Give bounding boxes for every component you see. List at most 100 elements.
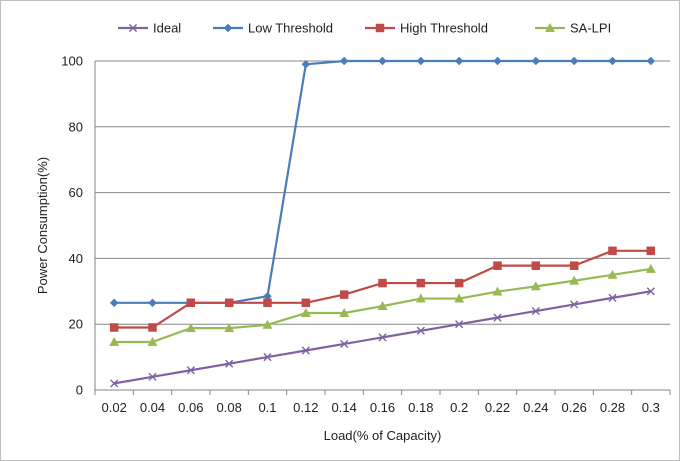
data-point [186, 298, 196, 308]
legend-marker [223, 23, 233, 33]
x-tick-label: 0.14 [332, 400, 357, 415]
x-tick-label: 0.24 [523, 400, 548, 415]
y-tick-label: 100 [61, 54, 83, 69]
data-point [340, 339, 349, 349]
data-point [570, 300, 579, 309]
series-layer [109, 56, 656, 388]
data-point [608, 56, 617, 66]
data-point [646, 56, 656, 66]
x-tick-label: 0.22 [485, 400, 510, 415]
data-point [493, 261, 502, 270]
data-point [148, 298, 157, 308]
series-sa-lpi [109, 263, 656, 346]
data-point [339, 307, 350, 317]
legend-item: High Threshold [365, 21, 488, 36]
x-tick-label: 0.16 [370, 400, 395, 415]
data-point [263, 298, 272, 308]
data-point [147, 336, 158, 346]
y-tick-label: 80 [69, 119, 83, 134]
data-point [416, 278, 426, 288]
x-tick-label: 0.04 [140, 400, 165, 415]
data-point [263, 353, 272, 362]
data-point [301, 59, 311, 69]
legend-marker [375, 23, 385, 33]
series-ideal [110, 287, 655, 388]
data-point [378, 333, 387, 342]
data-point [416, 326, 425, 335]
x-tick-label: 0.26 [562, 400, 587, 415]
data-point [224, 298, 234, 308]
data-point [415, 293, 426, 303]
data-point [608, 246, 617, 256]
data-point [225, 359, 234, 368]
legend: Ideal Low Threshold High Threshold SA-LPI [118, 21, 611, 36]
x-tick-label: 0.18 [408, 400, 433, 415]
legend-item: Ideal [118, 21, 181, 36]
data-point [645, 263, 656, 273]
data-point [454, 56, 464, 66]
y-tick-label: 0 [76, 383, 83, 398]
legend-label: High Threshold [400, 21, 488, 36]
x-tick-label: 0.06 [178, 400, 203, 415]
y-tick-label: 20 [69, 317, 83, 332]
legend-label: SA-LPI [570, 21, 611, 36]
axes: 0 20 40 60 80 100 0.02 0.04 0.06 0.08 0.1 0.12 0.14 0… [61, 54, 671, 415]
x-tick-label: 0.28 [600, 400, 625, 415]
legend-item: Low Threshold [213, 21, 333, 36]
x-tick-label: 0.3 [642, 400, 660, 415]
data-point [377, 300, 388, 311]
x-tick-label: 0.12 [293, 400, 318, 415]
data-point [454, 293, 465, 303]
data-point [300, 307, 311, 317]
data-point [148, 323, 157, 332]
legend-item: SA-LPI [535, 21, 611, 36]
data-point [531, 56, 541, 66]
data-point [492, 286, 503, 296]
data-point [530, 281, 541, 291]
data-point [339, 56, 349, 66]
data-point [454, 278, 464, 288]
data-point [109, 298, 119, 308]
data-point [569, 275, 580, 285]
x-tick-label: 0.2 [450, 400, 468, 415]
data-point [531, 261, 541, 270]
series-high-threshold [109, 246, 656, 332]
y-axis-title: Power Consumption(%) [35, 157, 50, 294]
data-point [224, 323, 235, 333]
data-point [531, 306, 540, 316]
data-point [185, 323, 196, 333]
data-point [262, 319, 273, 329]
x-tick-label: 0.08 [217, 400, 242, 415]
data-point [301, 346, 310, 355]
data-point [378, 278, 387, 288]
data-point [493, 313, 502, 322]
data-point [493, 56, 502, 66]
legend-marker [544, 22, 556, 32]
data-point [109, 323, 119, 332]
legend-marker [128, 23, 138, 33]
data-point [608, 293, 617, 302]
data-point [569, 261, 579, 270]
y-tick-label: 40 [69, 251, 83, 266]
data-point [186, 366, 195, 375]
legend-label: Ideal [153, 21, 181, 36]
legend-label: Low Threshold [248, 21, 333, 36]
data-point [110, 379, 119, 388]
data-point [607, 269, 618, 279]
data-point [109, 336, 120, 346]
data-point [339, 290, 349, 299]
data-point [646, 246, 656, 256]
data-point [301, 298, 311, 308]
data-point [455, 320, 464, 329]
x-tick-label: 0.1 [258, 400, 276, 415]
data-point [148, 372, 157, 381]
data-point [646, 287, 655, 296]
data-point [378, 56, 387, 66]
y-tick-label: 60 [69, 185, 83, 200]
data-point [416, 56, 426, 66]
x-axis-title: Load(% of Capacity) [324, 428, 442, 443]
x-tick-label: 0.02 [102, 400, 127, 415]
